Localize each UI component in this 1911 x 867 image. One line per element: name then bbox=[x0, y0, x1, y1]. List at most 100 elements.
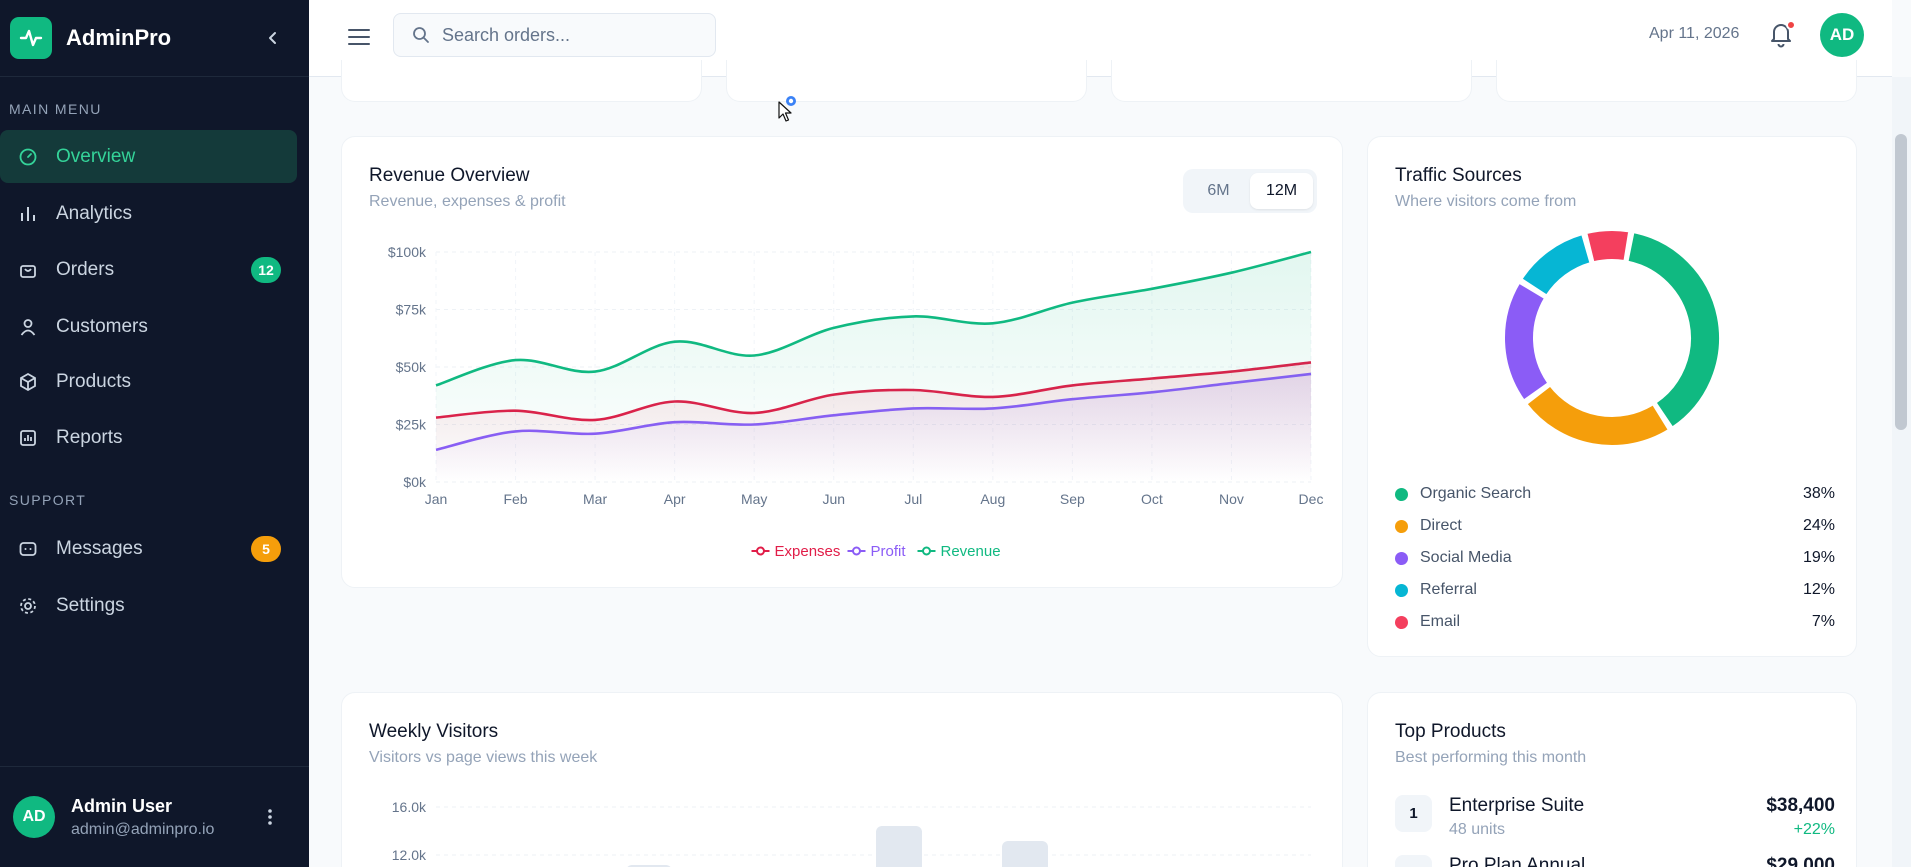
section-label-support: SUPPORT bbox=[9, 492, 87, 508]
legend-dot bbox=[1395, 583, 1408, 597]
x-tick-label: Aug bbox=[980, 491, 1005, 507]
report-icon bbox=[18, 428, 38, 448]
sidebar-item-label: Messages bbox=[56, 537, 143, 559]
series-area-revenue bbox=[436, 252, 1311, 482]
sidebar-item-reports[interactable]: Reports bbox=[0, 411, 297, 464]
legend-percent: 19% bbox=[1802, 549, 1835, 566]
revenue-overview-card: Revenue Overview Revenue, expenses & pro… bbox=[341, 136, 1343, 588]
page-scrollbar[interactable] bbox=[1892, 77, 1911, 867]
legend-percent: 38% bbox=[1802, 485, 1835, 502]
user-email: admin@adminpro.io bbox=[71, 820, 215, 838]
legend-marker bbox=[756, 546, 765, 556]
sidebar: AdminPro MAIN MENU Overview Analytics Or… bbox=[0, 0, 309, 867]
traffic-legend-row: Referral 12% bbox=[1395, 577, 1835, 603]
legend-item-expenses: Expenses bbox=[751, 543, 840, 560]
sidebar-item-label: Reports bbox=[56, 426, 123, 448]
stat-card bbox=[1111, 60, 1472, 102]
product-units: 48 units bbox=[1449, 821, 1506, 838]
mouse-cursor-icon bbox=[778, 96, 796, 122]
y-tick-label: 12.0k bbox=[392, 847, 427, 863]
card-title: Traffic Sources bbox=[1395, 165, 1522, 186]
pulse-icon bbox=[10, 17, 52, 59]
brand: AdminPro bbox=[0, 0, 309, 77]
notification-dot bbox=[1786, 20, 1796, 30]
product-revenue: $38,400 +22% bbox=[1766, 795, 1835, 839]
card-subtitle: Best performing this month bbox=[1395, 749, 1587, 766]
stat-card bbox=[726, 60, 1087, 102]
sidebar-item-label: Analytics bbox=[56, 202, 133, 224]
message-icon bbox=[18, 539, 38, 559]
legend-percent: 12% bbox=[1802, 581, 1835, 598]
card-title: Revenue Overview bbox=[369, 165, 530, 186]
range-button-6m[interactable]: 6M bbox=[1207, 182, 1230, 199]
x-tick-label: Jul bbox=[904, 491, 922, 507]
sidebar-item-label: Orders bbox=[56, 258, 115, 280]
avatar: AD bbox=[13, 796, 55, 838]
legend-label: Organic Search bbox=[1420, 485, 1532, 502]
product-amount: $38,400 bbox=[1766, 795, 1835, 816]
search-icon bbox=[413, 27, 429, 43]
series-line-revenue bbox=[435, 250, 1312, 387]
card-subtitle: Revenue, expenses & profit bbox=[369, 193, 566, 210]
sidebar-item-customers[interactable]: Customers bbox=[0, 300, 297, 353]
traffic-sources-card: Traffic Sources Where visitors come from… bbox=[1367, 136, 1857, 657]
donut-slice-social-media bbox=[1503, 281, 1550, 402]
profile-avatar-button[interactable]: AD bbox=[1820, 13, 1864, 57]
x-tick-label: Sep bbox=[1060, 491, 1085, 507]
collapse-sidebar-button[interactable] bbox=[257, 22, 289, 54]
legend-dot bbox=[1395, 487, 1408, 501]
range-button-12m[interactable]: 12M bbox=[1250, 173, 1313, 209]
bell-icon bbox=[1771, 24, 1791, 48]
brand-name: AdminPro bbox=[66, 25, 172, 50]
revenue-line-chart: $0k $25k $50k $75k $100k Jan Feb Mar Apr May Jun Ju… bbox=[388, 244, 1324, 560]
bar bbox=[1002, 841, 1048, 867]
x-tick-label: May bbox=[741, 491, 767, 507]
stat-card bbox=[1496, 60, 1857, 102]
weekly-bar-chart: 16.0k 12.0k bbox=[392, 799, 1311, 867]
chevron-left-icon bbox=[269, 32, 276, 44]
x-tick-label: Mar bbox=[583, 491, 607, 507]
notifications-button[interactable] bbox=[1768, 20, 1798, 50]
x-tick-label: Apr bbox=[664, 491, 686, 507]
sidebar-item-messages[interactable]: Messages 5 bbox=[0, 522, 297, 575]
sidebar-item-overview[interactable]: Overview bbox=[0, 130, 297, 183]
gear-icon bbox=[18, 596, 38, 616]
x-tick-label: Jan bbox=[425, 491, 448, 507]
sidebar-item-settings[interactable]: Settings bbox=[0, 579, 297, 632]
product-row[interactable]: 1 Enterprise Suite 48 units $38,400 +22% bbox=[1395, 795, 1835, 839]
search-box bbox=[393, 13, 716, 57]
legend-dot bbox=[1395, 519, 1408, 533]
sidebar-item-orders[interactable]: Orders 12 bbox=[0, 243, 297, 296]
y-tick-label: $50k bbox=[396, 359, 427, 375]
top-products-card: Top Products Best performing this month … bbox=[1367, 692, 1857, 867]
gauge-icon bbox=[18, 147, 38, 167]
messages-count-badge: 5 bbox=[251, 535, 281, 562]
user-icon bbox=[18, 317, 38, 337]
sidebar-item-analytics[interactable]: Analytics bbox=[0, 187, 297, 240]
traffic-legend-row: Organic Search 38% bbox=[1395, 481, 1835, 507]
legend-label: Email bbox=[1420, 613, 1461, 630]
hamburger-icon bbox=[348, 29, 370, 45]
donut-slice-direct bbox=[1525, 384, 1671, 447]
product-revenue: $29,000 bbox=[1766, 855, 1835, 867]
sidebar-item-products[interactable]: Products bbox=[0, 355, 297, 408]
scrollbar-thumb[interactable] bbox=[1895, 134, 1907, 430]
y-tick-label: $100k bbox=[388, 244, 427, 260]
user-menu-button[interactable] bbox=[255, 802, 285, 832]
donut-slice-email bbox=[1585, 229, 1631, 264]
product-change: +22% bbox=[1793, 821, 1835, 838]
traffic-donut-chart bbox=[1503, 229, 1721, 447]
card-subtitle: Where visitors come from bbox=[1395, 193, 1577, 210]
product-rank: 1 bbox=[1395, 795, 1432, 832]
product-row[interactable]: 2 Pro Plan Annual $29,000 bbox=[1395, 855, 1835, 867]
user-info: Admin User admin@adminpro.io bbox=[71, 796, 255, 839]
x-tick-label: Jun bbox=[822, 491, 845, 507]
sidebar-item-label: Customers bbox=[56, 315, 148, 337]
legend-marker bbox=[852, 546, 861, 556]
menu-toggle-button[interactable] bbox=[344, 22, 374, 52]
x-tick-label: Feb bbox=[503, 491, 527, 507]
user-profile: AD Admin User admin@adminpro.io bbox=[0, 766, 309, 867]
product-name: Pro Plan Annual bbox=[1449, 855, 1586, 867]
search-input[interactable] bbox=[442, 24, 702, 46]
traffic-legend-row: Social Media 19% bbox=[1395, 545, 1835, 571]
